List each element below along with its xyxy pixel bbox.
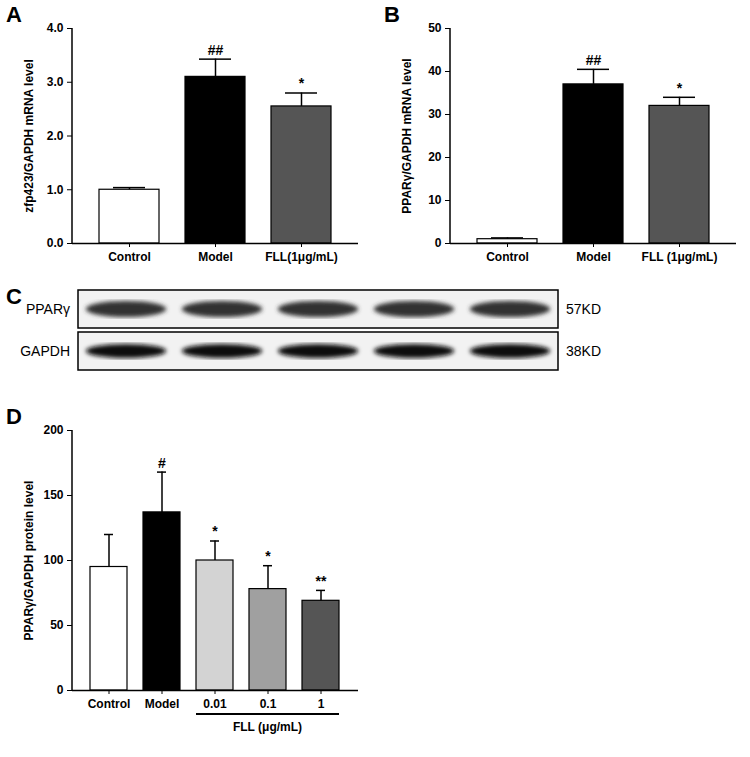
svg-text:10: 10: [428, 193, 442, 207]
svg-text:Control: Control: [108, 250, 151, 264]
svg-text:FLL (1μg/mL): FLL (1μg/mL): [642, 250, 718, 264]
svg-text:4.0: 4.0: [47, 21, 64, 35]
svg-text:40: 40: [428, 64, 442, 78]
svg-text:0.1: 0.1: [260, 697, 277, 711]
svg-text:PPARγ: PPARγ: [26, 301, 70, 317]
svg-text:38KD: 38KD: [566, 343, 601, 359]
svg-text:0: 0: [57, 683, 64, 697]
svg-text:0: 0: [435, 236, 442, 250]
svg-text:20: 20: [428, 150, 442, 164]
svg-text:*: *: [677, 80, 683, 96]
svg-text:Control: Control: [486, 250, 529, 264]
svg-text:50: 50: [50, 618, 64, 632]
svg-text:150: 150: [43, 488, 63, 502]
svg-text:PPARγ/GAPDH protein level: PPARγ/GAPDH protein level: [22, 481, 36, 641]
svg-text:0.0: 0.0: [47, 236, 64, 250]
svg-text:**: **: [316, 573, 327, 589]
svg-text:*: *: [265, 548, 271, 564]
html-text:C: C: [6, 284, 22, 309]
svg-text:##: ##: [208, 42, 224, 58]
svg-text:#: #: [158, 455, 166, 471]
svg-text:*: *: [299, 75, 305, 91]
svg-text:GAPDH: GAPDH: [20, 343, 70, 359]
svg-text:FLL(1μg/mL): FLL(1μg/mL): [265, 250, 338, 264]
svg-text:200: 200: [43, 423, 63, 437]
svg-text:57KD: 57KD: [566, 301, 601, 317]
svg-text:zfp423/GAPDH mRNA level: zfp423/GAPDH mRNA level: [22, 59, 36, 213]
svg-text:Model: Model: [145, 697, 180, 711]
svg-text:0.01: 0.01: [203, 697, 227, 711]
svg-text:*: *: [212, 523, 218, 539]
svg-text:##: ##: [586, 52, 602, 68]
svg-text:50: 50: [428, 21, 442, 35]
svg-text:FLL (μg/mL): FLL (μg/mL): [233, 720, 302, 734]
svg-text:1.0: 1.0: [47, 183, 64, 197]
svg-text:100: 100: [43, 553, 63, 567]
svg-text:1: 1: [318, 697, 325, 711]
svg-text:PPARγ/GAPDH mRNA level: PPARγ/GAPDH mRNA level: [400, 58, 414, 213]
svg-text:3.0: 3.0: [47, 75, 64, 89]
html-text:A: A: [6, 2, 22, 27]
svg-text:Model: Model: [576, 250, 611, 264]
svg-text:2.0: 2.0: [47, 129, 64, 143]
html-text:D: D: [6, 404, 22, 429]
html-text:B: B: [384, 2, 400, 27]
svg-text:Control: Control: [88, 697, 131, 711]
svg-text:Model: Model: [198, 250, 233, 264]
svg-text:30: 30: [428, 107, 442, 121]
